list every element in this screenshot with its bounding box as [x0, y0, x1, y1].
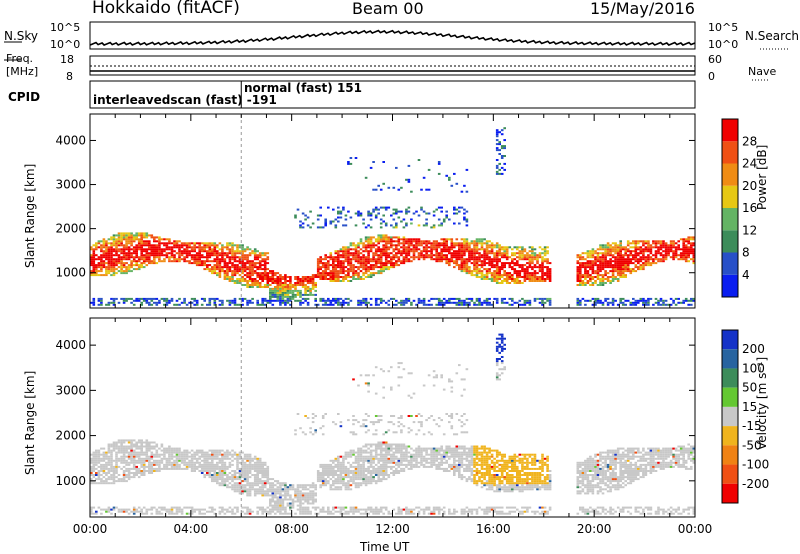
power-echo-cells: [90, 127, 696, 306]
power-colorbar-bin-1: [722, 252, 738, 275]
x-tick-label-6: 00:00: [678, 522, 713, 536]
power-colorbar-tick-5: 24: [742, 157, 757, 171]
cpid-entry-normal: normal (fast) 151: [244, 81, 362, 95]
noise-sky-label: N.Sky: [4, 29, 39, 43]
velocity-colorbar-tick-2: 50: [742, 381, 757, 395]
cpid-label: CPID: [8, 90, 41, 104]
velocity-colorbar-bin-8: [722, 483, 738, 503]
freq-tick-right-top: 60: [708, 53, 722, 66]
power-colorbar-tick-4: 20: [742, 179, 757, 193]
power-colorbar-bin-5: [722, 163, 738, 186]
cpid-entry-interleaved: interleavedscan (fast) -191: [93, 93, 277, 107]
noise-tick-left-bottom: 10^0: [50, 38, 81, 51]
noise-tick-left-top: 10^5: [50, 21, 81, 34]
x-tick-label-3: 12:00: [375, 522, 410, 536]
velocity-panel-frame: [89, 317, 696, 518]
power-colorbar-bin-0: [722, 274, 738, 297]
velocity-echo-cells: [90, 333, 696, 515]
power-colorbar-bin-4: [722, 185, 738, 208]
velocity-colorbar-tick-0: 200: [742, 342, 765, 356]
power-colorbar-tick-1: 8: [742, 246, 750, 260]
velocity-colorbar-tick-6: -100: [742, 458, 769, 472]
velocity-colorbar-bin-7: [722, 464, 738, 484]
power-ytick-label-2: 3000: [55, 178, 86, 192]
x-tick-label-1: 04:00: [174, 522, 209, 536]
x-tick-label-5: 20:00: [577, 522, 612, 536]
power-colorbar-bin-7: [722, 119, 738, 142]
power-colorbar-bin-2: [722, 230, 738, 253]
station-title: Hokkaido (fitACF): [92, 0, 240, 18]
date-title: 15/May/2016: [590, 0, 695, 18]
power-colorbar-bin-3: [722, 208, 738, 231]
velocity-colorbar-bin-0: [722, 330, 738, 350]
velocity-ytick-label-1: 2000: [55, 429, 86, 443]
noise-panel-frame: [89, 21, 696, 50]
power-colorbar-tick-6: 28: [742, 134, 757, 148]
noise-sky-series: [89, 29, 696, 46]
velocity-colorbar-tick-3: 15: [742, 400, 757, 414]
x-tick-label-4: 16:00: [476, 522, 511, 536]
velocity-ytick-label-3: 4000: [55, 338, 86, 352]
noise-tick-right-top: 10^5: [708, 21, 739, 34]
noise-search-label: N.Search: [745, 29, 800, 43]
velocity-colorbar-tick-4: -15: [742, 419, 762, 433]
velocity-colorbar-tick-7: -200: [742, 477, 769, 491]
power-colorbar-tick-0: 4: [742, 268, 750, 282]
power-ytick-label-0: 1000: [55, 266, 86, 280]
velocity-colorbar-tick-5: -50: [742, 438, 762, 452]
nave-label: Nave: [748, 65, 777, 78]
velocity-colorbar-bin-4: [722, 406, 738, 427]
velocity-colorbar-bin-5: [722, 426, 738, 446]
freq-label: Freq.: [6, 52, 34, 65]
velocity-ytick-label-0: 1000: [55, 474, 86, 488]
freq-panel-frame: [89, 55, 696, 76]
freq-tick-left-top: 18: [60, 53, 74, 66]
freq-tick-right-bottom: 0: [708, 70, 715, 83]
velocity-colorbar-bin-6: [722, 445, 738, 465]
power-colorbar-bin-6: [722, 141, 738, 164]
noise-tick-right-bottom: 10^0: [708, 38, 739, 51]
x-tick-label-0: 00:00: [73, 522, 108, 536]
power-colorbar-tick-3: 16: [742, 201, 757, 215]
velocity-ytick-label-2: 3000: [55, 383, 86, 397]
velocity-colorbar-frame: [721, 329, 739, 504]
beam-title: Beam 00: [352, 0, 424, 18]
freq-tick-left-bottom: 8: [66, 70, 73, 83]
power-ytick-label-3: 4000: [55, 133, 86, 147]
velocity-colorbar-bin-1: [722, 349, 738, 369]
velocity-colorbar-bin-2: [722, 368, 738, 388]
freq-unit-label: [MHz]: [6, 65, 39, 78]
velocity-colorbar-bin-3: [722, 387, 738, 407]
cpid-panel-frame: [89, 80, 696, 109]
x-tick-label-2: 08:00: [274, 522, 309, 536]
x-axis-title: Time UT: [360, 540, 410, 554]
velocity-colorbar-tick-1: 100: [742, 361, 765, 375]
power-ytick-label-1: 2000: [55, 222, 86, 236]
power-colorbar-tick-2: 12: [742, 223, 757, 237]
power-colorbar-frame: [721, 118, 739, 298]
